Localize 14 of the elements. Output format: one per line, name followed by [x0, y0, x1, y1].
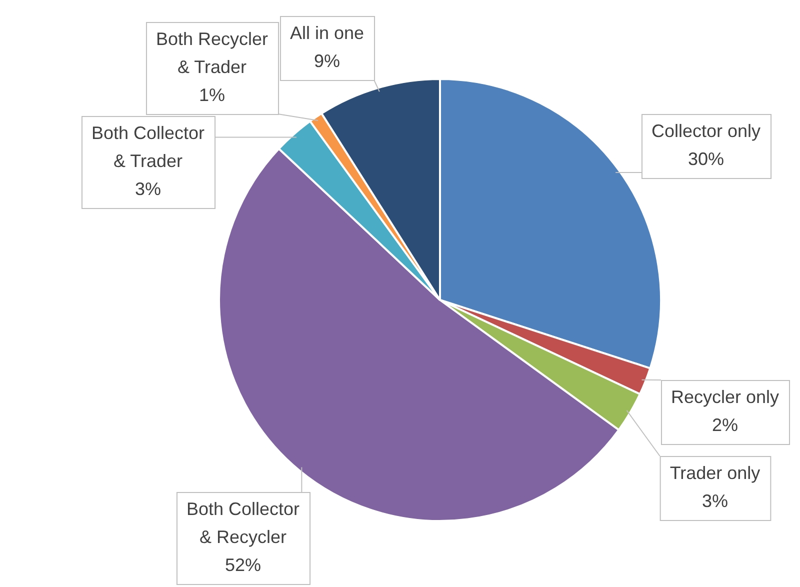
data-label: 2%: [712, 414, 738, 435]
slice-label: Trader only: [670, 462, 760, 483]
data-label: 3%: [702, 490, 728, 511]
slice-label: All in one: [290, 22, 364, 43]
slice-label: Both Collector & Recycler: [186, 498, 300, 547]
data-label: 52%: [224, 554, 262, 575]
slice-label: Both Collector & Trader: [91, 122, 205, 171]
data-label: 9%: [314, 50, 340, 71]
data-label: 3%: [134, 178, 162, 199]
data-label: 30%: [688, 148, 724, 169]
slice-label: Both Recycler & Trader: [156, 28, 268, 77]
data-label: 1%: [198, 84, 226, 105]
slice-label: Collector only: [651, 120, 761, 141]
slice-label: Recycler only: [670, 386, 780, 407]
